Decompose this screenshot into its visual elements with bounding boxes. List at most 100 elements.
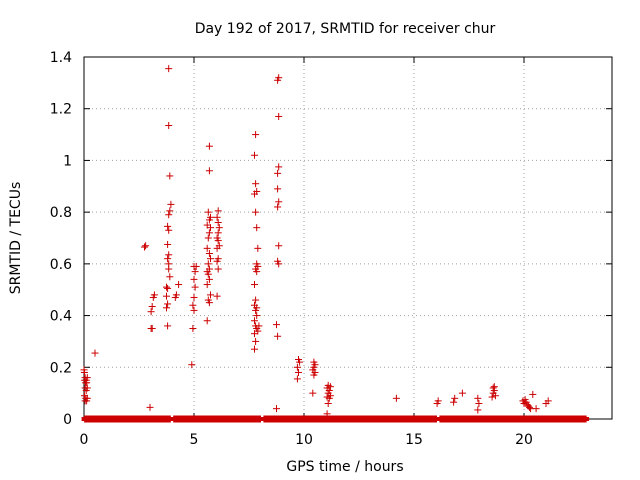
- data-point: [165, 265, 173, 273]
- data-point: [192, 262, 200, 270]
- data-point: [163, 304, 170, 312]
- data-point: [203, 281, 211, 289]
- data-point: [275, 74, 283, 82]
- data-point: [148, 303, 156, 311]
- data-point: [166, 172, 174, 180]
- data-point: [324, 381, 332, 389]
- zero-baseline-markers-tall: [439, 415, 587, 423]
- data-point: [491, 392, 499, 400]
- data-point: [190, 275, 198, 283]
- y-tick-label: 1.4: [50, 50, 72, 66]
- data-points: [80, 65, 590, 423]
- data-point: [274, 185, 282, 193]
- data-point: [190, 293, 198, 301]
- data-point: [203, 244, 211, 252]
- data-point: [310, 358, 318, 366]
- data-point: [274, 332, 282, 340]
- x-tick-label: 20: [515, 432, 533, 448]
- data-point: [172, 291, 180, 299]
- data-point: [274, 203, 282, 211]
- data-point: [214, 207, 222, 215]
- data-point: [165, 251, 173, 259]
- data-point: [83, 394, 91, 402]
- data-point: [275, 112, 283, 120]
- data-point: [434, 397, 442, 405]
- y-axis-label: SRMTID / TECUs: [8, 182, 24, 295]
- data-point: [175, 281, 183, 289]
- y-tick-label: 0.2: [50, 360, 72, 376]
- data-point: [295, 368, 302, 376]
- data-point: [293, 375, 301, 383]
- data-point: [207, 213, 214, 221]
- x-tick-label: 0: [80, 432, 89, 448]
- data-point: [251, 345, 258, 353]
- data-point: [252, 180, 260, 188]
- data-point: [275, 242, 283, 250]
- data-point: [191, 268, 199, 276]
- data-point: [204, 234, 212, 242]
- data-point: [166, 273, 174, 281]
- data-point: [490, 383, 498, 391]
- data-point: [215, 242, 223, 250]
- data-point: [163, 283, 170, 291]
- data-point: [489, 384, 497, 392]
- data-point: [488, 393, 496, 401]
- data-point: [83, 379, 91, 387]
- data-point: [204, 260, 212, 268]
- data-point: [204, 208, 212, 216]
- y-tick-label: 1.2: [50, 102, 72, 118]
- data-point: [205, 250, 213, 258]
- data-point: [215, 224, 223, 232]
- data-point: [526, 403, 533, 411]
- y-tick-label: 0.8: [50, 205, 72, 221]
- x-tick-label: 5: [190, 432, 199, 448]
- data-point: [214, 265, 222, 273]
- y-tick-label: 0.4: [50, 309, 72, 325]
- y-tick-label: 1: [63, 153, 72, 169]
- data-point: [458, 389, 466, 397]
- data-point: [164, 240, 172, 248]
- zero-baseline-markers-tall: [84, 415, 171, 423]
- axis-ticks: [83, 56, 612, 420]
- x-tick-labels: 0 5 10 15 20: [80, 432, 533, 448]
- x-tick-label: 15: [405, 432, 423, 448]
- data-point: [450, 398, 458, 406]
- data-point: [165, 226, 173, 234]
- data-point: [164, 322, 172, 330]
- data-point: [164, 255, 172, 263]
- data-point: [146, 403, 154, 411]
- data-point: [207, 291, 214, 299]
- data-point: [214, 229, 222, 237]
- data-point: [532, 405, 540, 413]
- data-point: [214, 218, 222, 226]
- zero-baseline-markers-tall: [263, 415, 437, 423]
- data-point: [275, 163, 283, 171]
- data-point: [167, 200, 175, 208]
- data-point: [213, 292, 221, 300]
- data-point: [190, 306, 198, 314]
- grid: [84, 57, 612, 419]
- data-point: [254, 327, 262, 335]
- data-point: [253, 260, 261, 268]
- data-point: [164, 222, 172, 230]
- data-point: [252, 337, 260, 345]
- data-point: [83, 384, 91, 392]
- data-point: [205, 265, 213, 273]
- data-point: [141, 243, 148, 251]
- data-point: [163, 292, 170, 300]
- data-point: [83, 374, 91, 382]
- data-point: [253, 187, 261, 195]
- data-point: [529, 390, 537, 398]
- data-point: [203, 317, 211, 325]
- data-point: [165, 122, 173, 130]
- data-point: [251, 317, 258, 325]
- data-point: [323, 410, 331, 418]
- data-point: [189, 301, 197, 309]
- data-point: [205, 142, 213, 150]
- data-point: [544, 397, 552, 405]
- y-tick-label: 0: [63, 412, 72, 428]
- data-point: [295, 356, 302, 364]
- data-point: [474, 406, 482, 414]
- data-point: [293, 363, 301, 371]
